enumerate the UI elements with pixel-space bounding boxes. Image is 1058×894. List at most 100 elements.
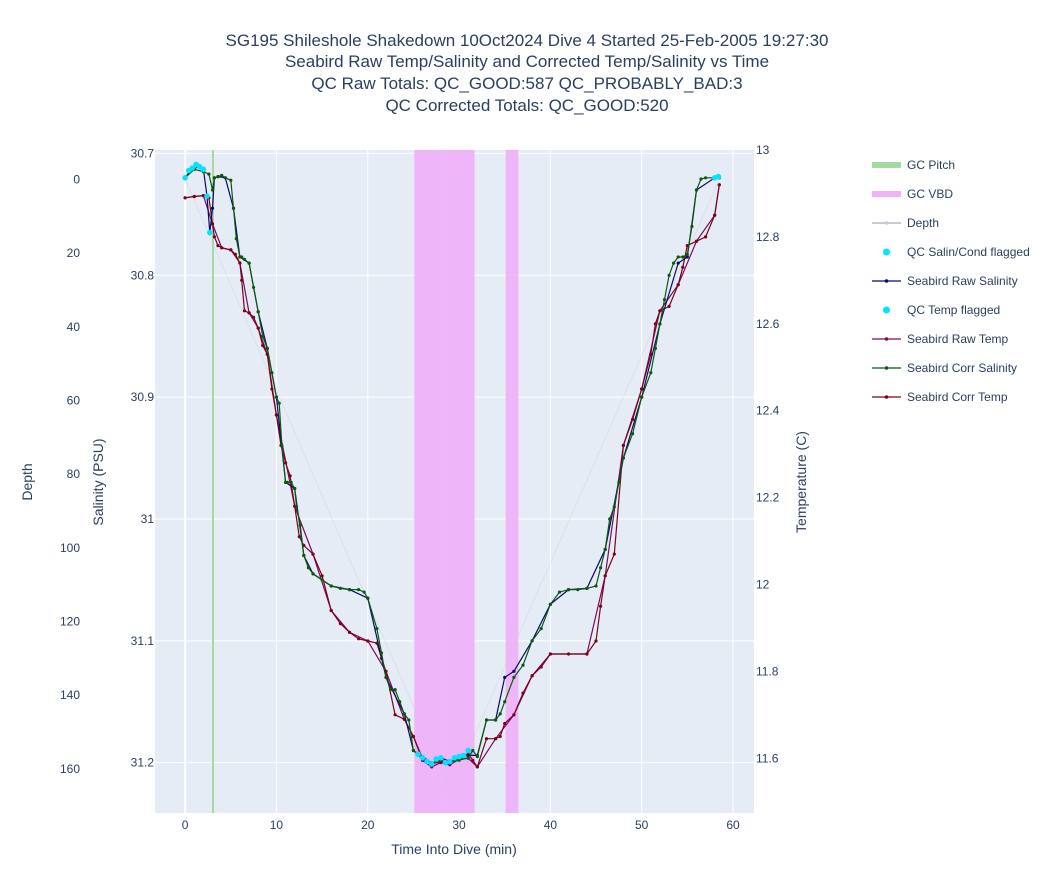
series-point [653,346,658,350]
series-point [411,748,415,753]
qc-flag-markers [182,161,722,767]
series-point [247,261,251,265]
qc-salin-flag-point [465,747,472,754]
temperature-tick-label: 12.4 [756,404,780,418]
series-point [612,505,616,509]
legend-item-seabird-raw-salinity[interactable]: Seabird Raw Salinity [872,274,1018,288]
series-point [599,604,603,608]
legend-item-gc-pitch[interactable]: GC Pitch [872,158,955,172]
qc-salin-flag-point [200,166,207,173]
series-point [311,572,315,576]
series-point [389,688,393,692]
series-point [512,669,516,673]
legend-item-seabird-corr-temp[interactable]: Seabird Corr Temp [872,390,1008,404]
series-point [229,178,233,182]
x-tick-label: 60 [726,818,740,832]
series-point [640,387,644,391]
series-point [357,588,361,592]
depth-tick-label: 20 [67,246,81,260]
series-point [216,244,220,248]
x-tick-label: 20 [361,818,375,832]
series-point [662,298,667,302]
series-point [289,480,293,484]
series-point [311,552,315,556]
legend-marker [884,395,889,399]
legend[interactable]: GC Pitch GC VBD Depth QC Salin/Cond flagged… [872,158,1030,404]
legend-marker [884,366,889,370]
series-point [210,222,215,226]
legend-marker [884,221,889,225]
series-point [223,176,227,180]
legend-item-qc-temp-flagged[interactable]: QC Temp flagged [883,303,1000,317]
series-point [285,480,289,484]
series-point [288,474,292,478]
legend-item-qc-salin-cond-flagged[interactable]: QC Salin/Cond flagged [883,245,1030,259]
series-point [471,758,475,763]
series-point [293,486,297,491]
qc-salin-flag-point [460,752,467,759]
gc-vbd-band [414,150,443,813]
series-point [240,278,244,282]
legend-item-seabird-corr-salinity[interactable]: Seabird Corr Salinity [872,361,1017,375]
series-point [685,252,689,257]
title-line-1: SG195 Shileshole Shakedown 10Oct2024 Div… [226,31,829,50]
title-line-2: Seabird Raw Temp/Salinity and Corrected … [285,52,769,71]
legend-marker [884,279,889,283]
series-point [220,246,224,250]
legend-item-depth[interactable]: Depth [872,216,939,230]
series-point [261,334,265,338]
series-point [585,586,589,591]
qc-salin-flag-point [182,175,188,181]
series-point [192,194,196,199]
legend-label: GC Pitch [907,158,955,172]
depth-tick-label: 160 [60,762,80,776]
series-point [621,443,626,447]
series-point [685,255,689,259]
salinity-tick-label: 31 [141,512,155,526]
series-point [484,718,489,722]
depth-axis-title: Depth [19,463,35,500]
x-tick-label: 30 [452,818,466,832]
gc-vbd-band [505,150,519,813]
series-point [242,257,247,261]
series-point [297,535,301,539]
series-point [717,183,721,187]
series-point [384,675,388,680]
salinity-tick-label: 30.8 [131,268,155,282]
series-point [366,596,370,600]
x-tick-label: 10 [270,818,284,832]
series-point [274,413,278,417]
depth-tick-label: 120 [60,614,80,628]
series-point [270,371,274,375]
depth-tick-label: 60 [67,393,81,407]
series-point [676,255,680,259]
qc-salin-flag-point [442,759,449,766]
series-point [302,553,306,558]
series-point [649,371,653,375]
series-point [640,395,644,399]
x-tick-label: 50 [635,818,649,832]
qc-salin-flag-point [451,755,458,761]
series-point [676,261,680,265]
series-point [256,310,260,314]
gc-bands [211,150,519,813]
series-point [347,588,352,592]
series-line [184,168,720,764]
series-point [229,248,233,252]
series-point [298,523,302,527]
x-tick-label: 0 [182,818,189,832]
qc-salin-flag-point [189,165,196,171]
legend-label: QC Temp flagged [907,303,1000,317]
series-point [617,480,621,484]
legend-item-seabird-raw-temp[interactable]: Seabird Raw Temp [872,332,1008,346]
series-point [320,574,324,578]
series-point [539,665,543,669]
depth-axis-ticks: 0 20 40 60 80 100 120 140 160 [60,172,80,775]
series-point [407,718,411,722]
series-point [498,734,502,739]
series-point [466,756,470,760]
series-point [207,172,211,176]
salinity-axis-ticks: 30.7 30.8 30.9 31 31.1 31.2 [131,146,155,769]
legend-item-gc-vbd[interactable]: GC VBD [872,187,953,201]
series-point [280,444,284,448]
